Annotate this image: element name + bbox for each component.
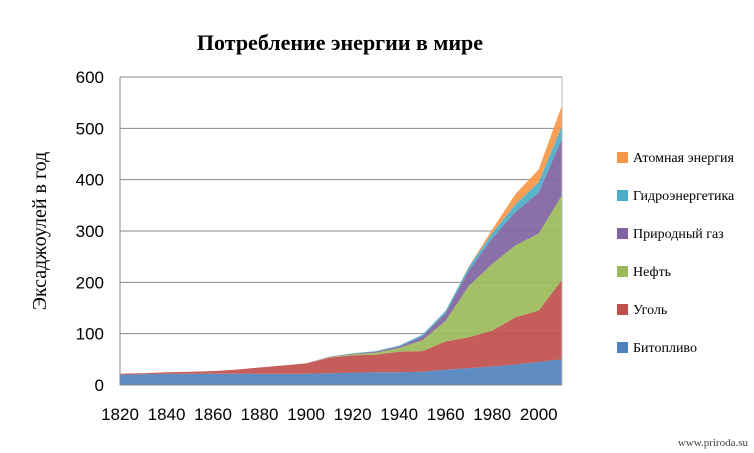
legend-swatch: [617, 304, 628, 315]
legend-label: Природный газ: [633, 227, 724, 242]
x-tick-label: 1960: [427, 405, 465, 424]
x-tick-label: 1900: [287, 405, 325, 424]
legend-swatch: [617, 266, 628, 277]
x-tick-label: 1880: [241, 405, 279, 424]
x-tick-label: 1980: [473, 405, 511, 424]
y-tick-label: 400: [76, 171, 104, 190]
legend-label: Уголь: [633, 303, 667, 318]
legend-swatch: [617, 152, 628, 163]
gridlines: [120, 76, 562, 386]
axes: [119, 77, 563, 386]
legend-swatch: [617, 190, 628, 201]
legend-label: Гидроэнергетика: [633, 189, 735, 204]
area-series-1: [120, 279, 562, 375]
y-tick-label: 300: [76, 222, 104, 241]
y-tick-label: 500: [76, 119, 104, 138]
y-tick-labels: 0 100 200 300 400 500 600: [76, 68, 104, 395]
legend-label: Атомная энергия: [633, 151, 735, 166]
x-tick-label: 1860: [194, 405, 232, 424]
legend-swatch: [617, 342, 628, 353]
x-tick-labels: 1820 1840 1860 1880 1900 1920 1940 1960 1980 2000: [101, 405, 558, 424]
y-tick-label: 200: [76, 273, 104, 292]
legend-label: Нефть: [633, 265, 671, 280]
x-tick-label: 1840: [148, 405, 186, 424]
area-series-0: [120, 359, 562, 385]
y-axis-label: Эксаджоулей в год: [29, 152, 51, 311]
area-series-2: [120, 195, 562, 374]
legend: Атомная энергия Гидроэнергетика Природный …: [617, 151, 735, 356]
x-tick-label: 1940: [380, 405, 418, 424]
watermark: www.priroda.su: [678, 437, 749, 449]
y-tick-label: 0: [95, 376, 104, 395]
x-tick-label: 1820: [101, 405, 139, 424]
chart-title: Потребление энергии в мире: [197, 30, 483, 55]
y-tick-label: 600: [76, 68, 104, 87]
x-tick-label: 1920: [334, 405, 372, 424]
legend-swatch: [617, 228, 628, 239]
x-tick-label: 2000: [520, 405, 558, 424]
y-tick-label: 100: [76, 325, 104, 344]
legend-label: Битопливо: [633, 341, 697, 356]
stacked-areas: [120, 105, 562, 385]
